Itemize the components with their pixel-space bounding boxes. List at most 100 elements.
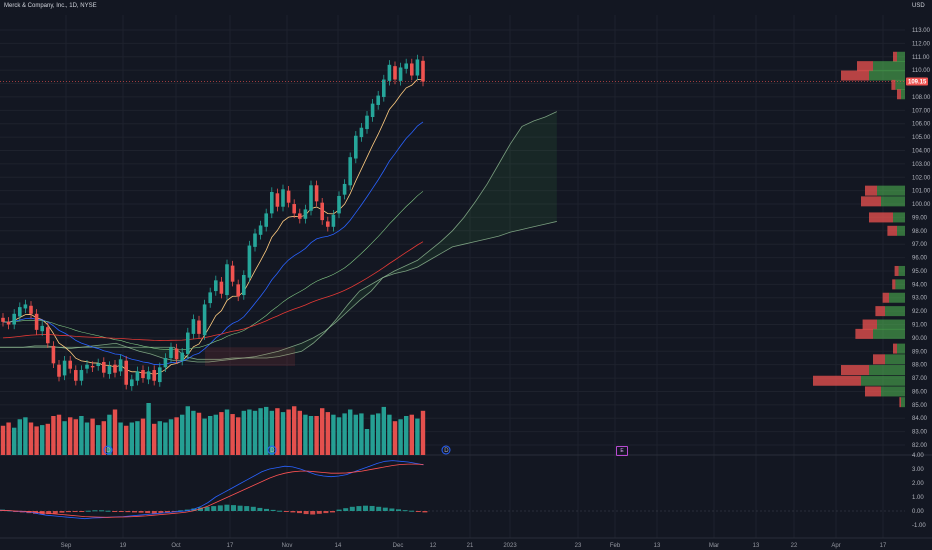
volume-bar xyxy=(252,410,258,455)
macd-histogram-bar xyxy=(59,511,65,513)
time-axis-label: 19 xyxy=(120,543,127,549)
price-tick-label: 112.00 xyxy=(912,41,931,47)
candle-body xyxy=(393,66,397,80)
volume-bar xyxy=(62,421,67,455)
macd-histogram-bar xyxy=(277,510,283,512)
macd-histogram-bar xyxy=(323,511,329,514)
candle-body xyxy=(141,370,145,379)
macd-histogram-bar xyxy=(257,507,263,511)
volume-profile-down xyxy=(887,225,897,236)
macd-histogram-bar xyxy=(178,510,184,512)
volume-bar xyxy=(308,416,314,455)
price-tick-label: 113.00 xyxy=(912,28,931,34)
macd-histogram-bar xyxy=(85,510,91,512)
osc-tick-label: 4.00 xyxy=(912,453,924,459)
volume-bar xyxy=(185,406,190,455)
volume-profile-up xyxy=(901,397,905,408)
volume-profile-up xyxy=(885,354,905,365)
price-tick-label: 99.00 xyxy=(912,215,928,221)
candle-body xyxy=(298,213,302,219)
price-tick-label: 100.00 xyxy=(912,202,931,208)
volume-bar xyxy=(392,421,398,455)
macd-histogram-bar xyxy=(138,511,144,513)
macd-histogram-bar xyxy=(283,511,289,512)
macd-histogram-bar xyxy=(389,508,395,511)
volume-bar xyxy=(376,413,381,455)
candle-body xyxy=(163,357,168,368)
volume-profile-down xyxy=(893,51,897,62)
volume-bar xyxy=(213,414,218,455)
macd-histogram-bar xyxy=(99,510,104,512)
volume-bar xyxy=(409,414,414,455)
osc-tick-label: -1.00 xyxy=(912,523,926,529)
price-tick-label: 107.00 xyxy=(912,108,931,114)
volume-profile-up xyxy=(897,225,905,236)
macd-histogram-bar xyxy=(132,511,137,513)
candle-body xyxy=(152,370,156,381)
price-tick-label: 92.00 xyxy=(912,309,928,315)
volume-bar xyxy=(258,408,263,455)
macd-histogram-bar xyxy=(204,506,210,511)
time-axis-label: 12 xyxy=(430,543,437,549)
macd-histogram-bar xyxy=(250,506,256,511)
macd-histogram-bar xyxy=(217,505,223,511)
candle-body xyxy=(51,345,56,364)
volume-profile-up xyxy=(897,343,905,354)
volume-profile-down xyxy=(813,375,861,386)
ema-fast-line xyxy=(2,79,424,375)
candle-body xyxy=(286,190,291,203)
candle-body xyxy=(258,225,263,235)
candle-body xyxy=(96,363,100,367)
volume-profile-down xyxy=(865,386,881,397)
volume-profile-up xyxy=(895,279,905,290)
time-axis-label: 2023 xyxy=(503,543,517,549)
volume-bar xyxy=(364,429,370,455)
volume-bar xyxy=(152,423,157,455)
price-tick-label: 84.00 xyxy=(912,416,928,422)
time-axis-label: 23 xyxy=(575,543,582,549)
volume-profile-up xyxy=(889,292,905,303)
candle-body xyxy=(264,213,268,227)
volume-profile-up xyxy=(893,212,905,223)
candle-body xyxy=(382,79,386,97)
macd-histogram-bar xyxy=(211,506,217,511)
volume-bar xyxy=(297,410,302,455)
current-price-label: 109.15 xyxy=(908,80,927,86)
volume-bar xyxy=(96,425,101,455)
ichimoku-cloud-bear xyxy=(205,347,295,367)
volume-bar xyxy=(286,409,291,455)
macd-histogram-bar xyxy=(151,511,157,514)
volume-profile-down xyxy=(897,89,901,100)
candle-body xyxy=(354,135,358,159)
candle-body xyxy=(404,63,408,69)
volume-bar xyxy=(68,417,73,455)
candle-body xyxy=(376,95,380,105)
volume-bar xyxy=(196,412,202,455)
macd-histogram-bar xyxy=(264,508,269,511)
macd-histogram-bar xyxy=(125,511,131,513)
time-axis-label: Feb xyxy=(610,543,621,549)
volume-profile-up xyxy=(885,306,905,317)
volume-profile-down xyxy=(861,196,881,207)
candle-body xyxy=(214,280,218,292)
volume-bar xyxy=(40,425,45,455)
candle-body xyxy=(79,370,84,381)
candle-body xyxy=(370,103,375,118)
candle-body xyxy=(118,359,123,372)
volume-bar xyxy=(56,414,62,455)
price-tick-label: 87.00 xyxy=(912,376,928,382)
price-tick-label: 98.00 xyxy=(912,229,928,235)
macd-histogram-bar xyxy=(356,506,362,511)
price-tick-label: 82.00 xyxy=(912,443,928,449)
price-tick-label: 94.00 xyxy=(912,282,928,288)
candle-body xyxy=(46,327,50,344)
time-axis-label: Nov xyxy=(282,543,293,549)
volume-bar xyxy=(84,422,90,455)
macd-histogram-bar xyxy=(237,505,243,511)
macd-histogram-bar xyxy=(270,509,276,511)
candle-body xyxy=(57,364,61,377)
earnings-badge[interactable]: E xyxy=(616,446,628,456)
price-tick-label: 105.00 xyxy=(912,135,931,141)
volume-profile-up xyxy=(861,375,905,386)
